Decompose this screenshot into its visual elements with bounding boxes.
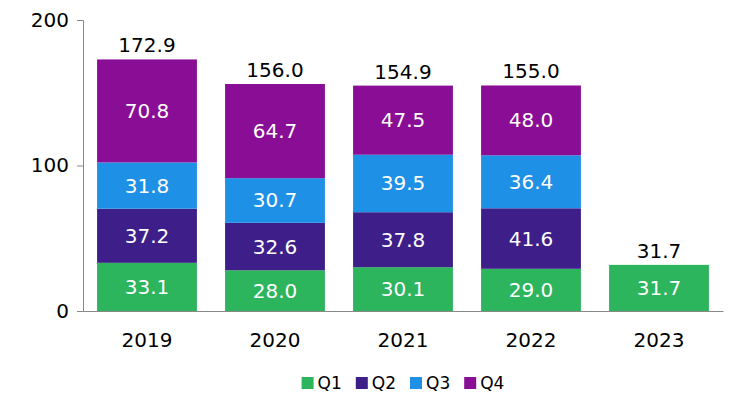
y-tick: 100 (31, 153, 83, 177)
x-tick: 2022 (506, 311, 557, 352)
x-tick-label: 2020 (250, 328, 301, 352)
legend: Q1 Q2 Q3 Q4 (302, 373, 505, 393)
data-label: 47.5 (381, 108, 426, 132)
bar-segment (353, 212, 453, 267)
data-label: 30.1 (381, 277, 426, 301)
total-label: 31.7 (637, 239, 682, 263)
total-label: 172.9 (118, 33, 175, 57)
bar-segment (353, 155, 453, 212)
legend-label: Q1 (318, 373, 342, 393)
data-label: 29.0 (509, 278, 554, 302)
x-tick: 2019 (122, 311, 173, 352)
total-label: 155.0 (502, 59, 559, 83)
data-label: 31.7 (637, 276, 682, 300)
legend-item: Q2 (356, 373, 396, 393)
legend-swatch (356, 377, 368, 389)
data-label: 28.0 (253, 279, 298, 303)
bar-segment (481, 155, 581, 208)
data-label: 41.6 (509, 227, 554, 251)
x-axis: 2019 2020 2021 2022 2023 (84, 311, 724, 352)
x-tick: 2020 (250, 311, 301, 352)
data-label: 33.1 (125, 275, 170, 299)
data-label: 37.2 (125, 224, 170, 248)
y-tick-label: 100 (31, 153, 69, 177)
x-tick-label: 2023 (634, 328, 685, 352)
data-label: 39.5 (381, 171, 426, 195)
chart: 33.1 28.0 30.1 29.0 31.7 37.2 32.6 37.8 41.6 31.8… (0, 0, 736, 417)
y-axis-line (77, 21, 84, 312)
bar-segment (609, 265, 709, 311)
plot: 33.1 28.0 30.1 29.0 31.7 37.2 32.6 37.8 41.6 31.8… (31, 8, 724, 352)
y-tick-label: 0 (56, 299, 69, 323)
bar-segment (353, 267, 453, 311)
x-tick: 2023 (634, 311, 685, 352)
y-axis: 0 100 200 (31, 8, 84, 323)
data-labels: 33.1 28.0 30.1 29.0 31.7 37.2 32.6 37.8 41.6 31.8… (118, 33, 681, 302)
bar-segment (225, 270, 325, 311)
bar-segment (97, 59, 197, 162)
data-label: 30.7 (253, 188, 298, 212)
bar-segment (481, 208, 581, 269)
y-tick-label: 200 (31, 8, 69, 32)
bar-segment (97, 209, 197, 263)
legend-item: Q3 (410, 373, 450, 393)
data-label: 64.7 (253, 119, 298, 143)
bar-segment (481, 85, 581, 155)
legend-swatch (464, 377, 476, 389)
y-tick: 200 (31, 8, 83, 32)
bar-segment (225, 178, 325, 223)
bars (97, 59, 709, 311)
bar-segment (481, 269, 581, 311)
x-tick: 2021 (378, 311, 429, 352)
data-label: 70.8 (125, 99, 170, 123)
y-tick-mark (77, 20, 83, 21)
y-tick: 0 (56, 299, 83, 323)
x-tick-label: 2021 (378, 328, 429, 352)
data-label: 36.4 (509, 170, 554, 194)
legend-label: Q2 (372, 373, 396, 393)
legend-swatch (410, 377, 422, 389)
bar-segment (353, 86, 453, 155)
x-axis-line (84, 311, 724, 312)
x-tick-label: 2022 (506, 328, 557, 352)
legend-swatch (302, 377, 314, 389)
x-tick-label: 2019 (122, 328, 173, 352)
legend-label: Q4 (480, 373, 504, 393)
data-label: 32.6 (253, 235, 298, 259)
y-tick-mark (77, 166, 83, 167)
bar-segment (225, 223, 325, 270)
total-label: 154.9 (374, 60, 431, 84)
legend-item: Q4 (464, 373, 504, 393)
data-label: 31.8 (125, 174, 170, 198)
y-tick-mark (77, 311, 83, 312)
bar-segment (97, 263, 197, 311)
bar-segment (225, 84, 325, 178)
data-label: 48.0 (509, 108, 554, 132)
data-label: 37.8 (381, 228, 426, 252)
total-label: 156.0 (246, 58, 303, 82)
legend-label: Q3 (426, 373, 450, 393)
bar-segment (97, 162, 197, 208)
legend-item: Q1 (302, 373, 342, 393)
